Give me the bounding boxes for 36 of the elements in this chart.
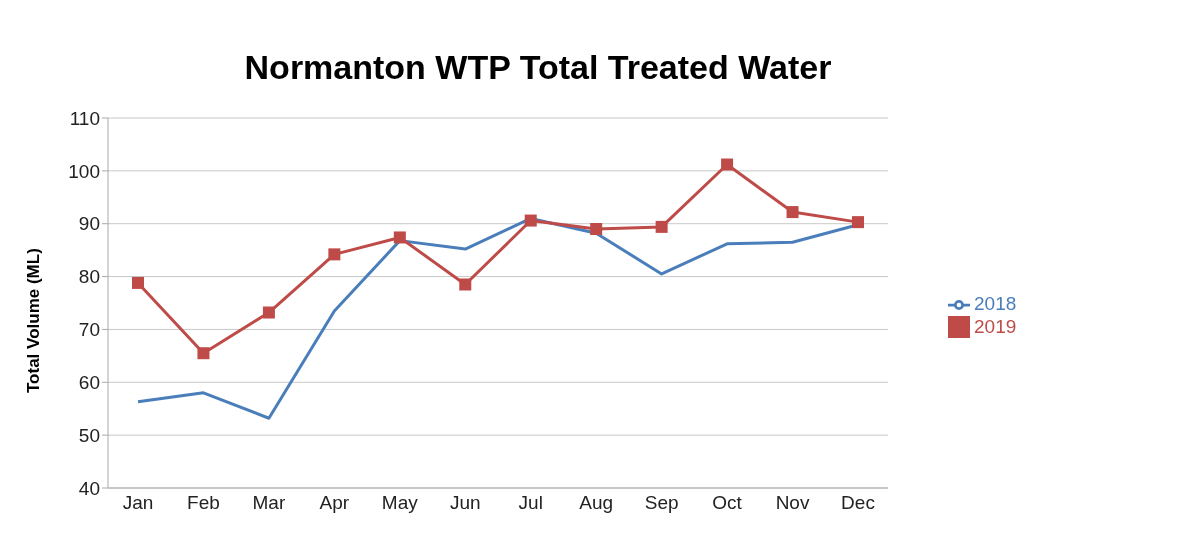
x-tick-label: Apr xyxy=(319,492,350,514)
x-tick-label: Aug xyxy=(579,492,614,514)
x-tick-label: Mar xyxy=(252,492,286,514)
y-tick-label: 110 xyxy=(69,107,100,129)
point xyxy=(197,347,210,360)
point xyxy=(721,158,734,171)
x-tick-label: Jan xyxy=(122,492,154,514)
y-tick-label: 100 xyxy=(68,160,100,182)
point xyxy=(852,216,864,229)
y-tick-label: 90 xyxy=(78,213,100,235)
point xyxy=(328,248,341,261)
x-tick-label: Oct xyxy=(712,492,743,514)
point xyxy=(524,214,537,227)
point xyxy=(786,206,799,219)
x-tick-label: Feb xyxy=(187,492,220,514)
point xyxy=(393,231,406,244)
x-tick-label: May xyxy=(381,492,419,514)
y-tick-label: 70 xyxy=(78,319,100,341)
x-tick-label: Sep xyxy=(644,492,679,514)
x-tick-label: Jun xyxy=(449,492,481,514)
x-tick-label: Jul xyxy=(518,492,543,514)
point xyxy=(655,220,668,233)
x-tick-label: Nov xyxy=(775,492,810,514)
point xyxy=(262,306,275,319)
point xyxy=(132,276,144,289)
y-tick-label: 60 xyxy=(78,372,100,394)
legend-label: 2019 xyxy=(974,315,1017,337)
x-tick-label: Dec xyxy=(841,492,875,514)
y-axis-title: Total Volume (ML) xyxy=(24,248,44,393)
point xyxy=(459,278,472,291)
legend-label: 2018 xyxy=(974,292,1017,314)
y-tick-label: 40 xyxy=(78,477,100,499)
chart-title: Normanton WTP Total Treated Water xyxy=(243,47,833,88)
point xyxy=(590,223,603,235)
y-tick-label: 80 xyxy=(78,266,100,288)
y-tick-label: 50 xyxy=(78,424,100,446)
